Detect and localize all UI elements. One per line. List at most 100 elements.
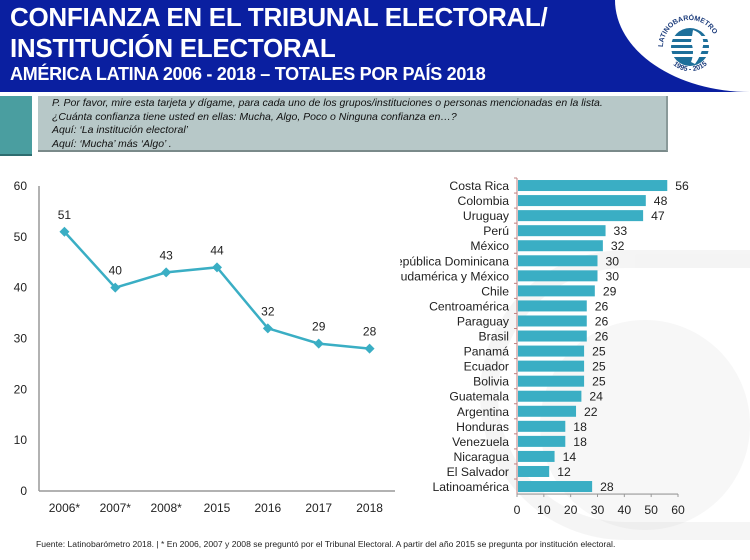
category-label: Chile	[481, 284, 509, 298]
bar-value-label: 48	[654, 194, 668, 208]
bar	[518, 315, 587, 327]
x-tick-label: 0	[514, 503, 521, 517]
data-point-marker	[364, 343, 375, 354]
bar-value-label: 25	[592, 375, 606, 389]
bar	[518, 225, 606, 237]
bar-value-label: 47	[651, 209, 665, 223]
bar-value-label: 18	[573, 435, 587, 449]
bar-value-label: 24	[589, 390, 603, 404]
bar-value-label: 25	[592, 360, 606, 374]
bar-value-label: 29	[603, 284, 617, 298]
latinobarometro-logo-icon: LATINOBARÓMETRO 1995 - 2015	[658, 13, 719, 73]
bar	[518, 390, 582, 402]
bar	[518, 180, 668, 192]
question-line-1: P. Por favor, mire esta tarjeta y dígame…	[52, 97, 603, 109]
question-tab-accent	[0, 96, 32, 156]
bar-value-label: 26	[595, 330, 609, 344]
data-point-marker	[110, 282, 121, 293]
question-line-4: Aquí: ‘Mucha’ más ‘Algo’ .	[52, 137, 172, 150]
bar	[518, 255, 598, 267]
y-tick-label: 60	[14, 179, 28, 193]
bar	[518, 375, 585, 387]
x-tick-label: 10	[537, 503, 551, 517]
category-label: Argentina	[457, 405, 509, 419]
bar	[518, 405, 577, 417]
question-box: P. Por favor, mire esta tarjeta y dígame…	[38, 96, 668, 152]
bar	[518, 481, 593, 493]
question-line-3: Aquí: ‘La institución electoral’	[52, 124, 188, 136]
bar	[518, 420, 566, 432]
bar-chart: Costa Rica 56 Colombia 48 Uruguay 47 Perú 33 Méx…	[400, 177, 689, 517]
bar	[518, 195, 646, 207]
bar-value-label: 32	[611, 239, 625, 253]
page-subtitle: AMÉRICA LATINA 2006 - 2018 – TOTALES POR…	[10, 64, 486, 84]
category-label: República Dominicana	[400, 254, 509, 268]
category-label: Paraguay	[457, 314, 510, 328]
bar-value-label: 28	[600, 480, 614, 494]
x-tick-label: 2018	[356, 501, 383, 515]
bar-value-label: 33	[614, 224, 628, 238]
page-title-line2: INSTITUCIÓN ELECTORAL	[10, 33, 336, 63]
y-tick-label: 0	[20, 484, 27, 498]
data-label: 44	[210, 243, 224, 257]
category-label: Venezuela	[452, 435, 509, 449]
bar	[518, 285, 595, 297]
bar-value-label: 30	[606, 254, 620, 268]
x-tick-label: 2007*	[100, 501, 132, 515]
bar	[518, 465, 550, 477]
category-label: Perú	[483, 224, 509, 238]
category-label: Ecuador	[464, 360, 509, 374]
x-tick-label: 2015	[204, 501, 231, 515]
data-label: 43	[159, 248, 173, 262]
category-label: Latinoamérica	[432, 480, 509, 494]
data-point-marker	[161, 267, 172, 278]
x-tick-label: 50	[644, 503, 658, 517]
category-label: Uruguay	[463, 209, 510, 223]
bar	[518, 240, 603, 252]
category-label: Costa Rica	[449, 179, 509, 193]
data-label: 32	[261, 304, 275, 318]
category-label: Bolivia	[473, 375, 509, 389]
category-label: Honduras	[456, 420, 509, 434]
bar	[518, 300, 587, 312]
x-tick-label: 40	[618, 503, 632, 517]
bar-value-label: 18	[573, 420, 587, 434]
y-tick-label: 30	[14, 332, 28, 346]
data-label: 28	[363, 325, 377, 339]
y-tick-label: 40	[14, 281, 28, 295]
x-tick-label: 2017	[305, 501, 332, 515]
bar	[518, 450, 555, 462]
category-label: Nicaragua	[453, 450, 509, 464]
category-label: Panamá	[464, 345, 510, 359]
category-label: Centroamérica	[429, 299, 509, 313]
line-chart: 0 10 20 30 40 50 60 2006* 2007* 2008* 2015 2016 2017…	[14, 179, 395, 515]
bar-value-label: 30	[606, 269, 620, 283]
source-footnote: Fuente: Latinobarómetro 2018. | * En 200…	[36, 539, 616, 549]
data-label: 40	[109, 264, 123, 278]
header-banner: CONFIANZA EN EL TRIBUNAL ELECTORAL/ INST…	[0, 0, 750, 92]
question-line-2: ¿Cuánta confianza tiene usted en ellas: …	[52, 110, 457, 123]
data-label: 51	[58, 208, 72, 222]
x-tick-label: 2016	[255, 501, 282, 515]
category-label: El Salvador	[447, 465, 509, 479]
category-label: México	[470, 239, 509, 253]
bar-value-label: 26	[595, 299, 609, 313]
x-tick-label: 60	[671, 503, 685, 517]
bar-value-label: 14	[563, 450, 577, 464]
page-title-line1: CONFIANZA EN EL TRIBUNAL ELECTORAL/	[10, 2, 548, 32]
bar	[518, 360, 585, 372]
category-label: Sudamérica y México	[400, 269, 509, 283]
bar	[518, 330, 587, 342]
category-label: Brasil	[479, 330, 509, 344]
data-label: 29	[312, 320, 326, 334]
bar	[518, 435, 566, 447]
data-point-marker	[212, 262, 222, 273]
bar-value-label: 56	[675, 179, 689, 193]
y-tick-label: 10	[14, 433, 28, 447]
y-tick-label: 50	[14, 230, 28, 244]
bar	[518, 345, 585, 357]
category-label: Guatemala	[449, 390, 509, 404]
category-label: Colombia	[458, 194, 510, 208]
x-tick-label: 20	[564, 503, 578, 517]
x-tick-label: 2006*	[49, 501, 81, 515]
